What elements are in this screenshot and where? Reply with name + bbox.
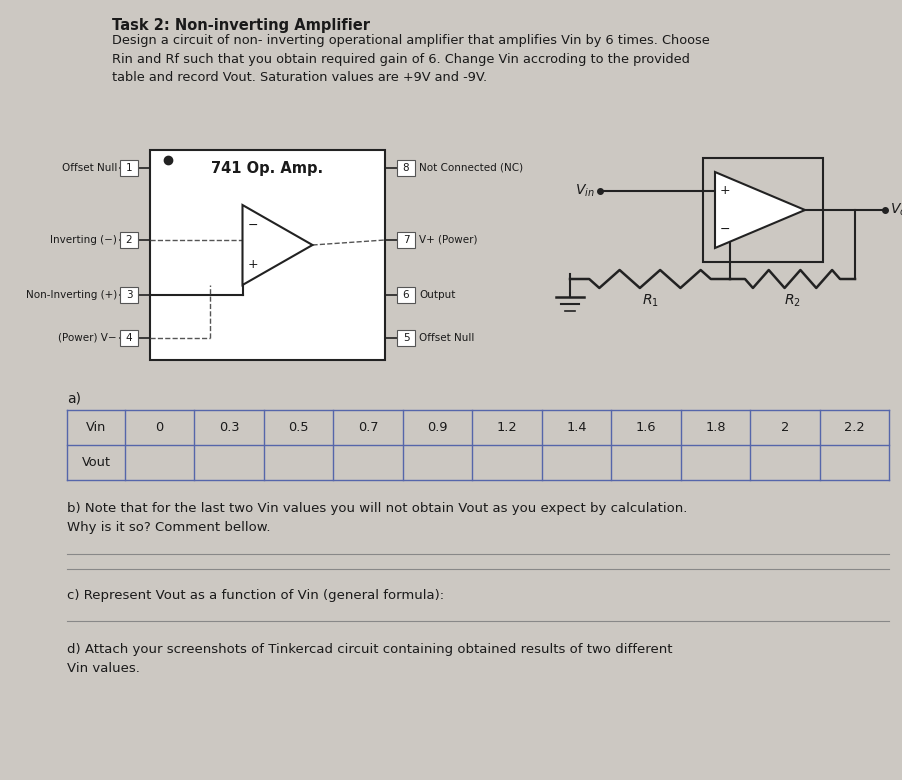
Text: Offset Null: Offset Null bbox=[61, 163, 117, 173]
Text: 6: 6 bbox=[402, 290, 410, 300]
Text: 0.5: 0.5 bbox=[289, 421, 308, 434]
Text: 3: 3 bbox=[125, 290, 133, 300]
Bar bbox=[150, 150, 385, 360]
Text: 0.3: 0.3 bbox=[219, 421, 239, 434]
Polygon shape bbox=[243, 205, 312, 285]
Text: −: − bbox=[247, 218, 258, 232]
Bar bbox=[120, 160, 138, 176]
Text: 2: 2 bbox=[781, 421, 789, 434]
Bar bbox=[120, 330, 138, 346]
Bar bbox=[120, 287, 138, 303]
Text: 0.7: 0.7 bbox=[358, 421, 378, 434]
Text: 0.9: 0.9 bbox=[428, 421, 447, 434]
Text: 1.2: 1.2 bbox=[497, 421, 518, 434]
Text: −: − bbox=[720, 222, 731, 236]
Bar bbox=[397, 232, 415, 248]
Text: 4: 4 bbox=[125, 333, 133, 343]
Text: Output: Output bbox=[419, 290, 456, 300]
Text: 741 Op. Amp.: 741 Op. Amp. bbox=[211, 161, 324, 176]
Text: 5: 5 bbox=[402, 333, 410, 343]
Text: a): a) bbox=[67, 392, 81, 406]
Text: d) Attach your screenshots of Tinkercad circuit containing obtained results of t: d) Attach your screenshots of Tinkercad … bbox=[67, 643, 673, 675]
Text: 1.6: 1.6 bbox=[636, 421, 656, 434]
Text: 1.4: 1.4 bbox=[566, 421, 586, 434]
Text: Task 2: Non-inverting Amplifier: Task 2: Non-inverting Amplifier bbox=[112, 18, 370, 33]
Text: Non-Inverting (+): Non-Inverting (+) bbox=[26, 290, 117, 300]
Bar bbox=[397, 287, 415, 303]
Text: 0: 0 bbox=[156, 421, 164, 434]
Text: 2.2: 2.2 bbox=[844, 421, 865, 434]
Text: 1.8: 1.8 bbox=[705, 421, 725, 434]
Text: $R_2$: $R_2$ bbox=[784, 293, 801, 310]
Bar bbox=[397, 330, 415, 346]
Bar bbox=[120, 232, 138, 248]
Text: $R_1$: $R_1$ bbox=[641, 293, 658, 310]
Text: 1: 1 bbox=[125, 163, 133, 173]
Text: c) Represent Vout as a function of Vin (general formula):: c) Represent Vout as a function of Vin (… bbox=[67, 589, 444, 602]
Text: b) Note that for the last two Vin values you will not obtain Vout as you expect : b) Note that for the last two Vin values… bbox=[67, 502, 687, 534]
Text: 2: 2 bbox=[125, 235, 133, 245]
Text: 7: 7 bbox=[402, 235, 410, 245]
Text: 8: 8 bbox=[402, 163, 410, 173]
Text: Vout: Vout bbox=[81, 456, 111, 469]
Text: Not Connected (NC): Not Connected (NC) bbox=[419, 163, 523, 173]
Bar bbox=[703, 158, 823, 262]
Text: $V_{out}$: $V_{out}$ bbox=[890, 202, 902, 218]
Text: Vin: Vin bbox=[86, 421, 106, 434]
Text: (Power) V−: (Power) V− bbox=[59, 333, 117, 343]
Text: $V_{in}$: $V_{in}$ bbox=[575, 183, 595, 199]
Text: Offset Null: Offset Null bbox=[419, 333, 474, 343]
Text: V+ (Power): V+ (Power) bbox=[419, 235, 477, 245]
Text: Design a circuit of non- inverting operational amplifier that amplifies Vin by 6: Design a circuit of non- inverting opera… bbox=[112, 34, 710, 84]
Text: +: + bbox=[720, 185, 731, 197]
Polygon shape bbox=[715, 172, 805, 248]
Bar bbox=[397, 160, 415, 176]
Text: +: + bbox=[247, 258, 258, 271]
Text: Inverting (−): Inverting (−) bbox=[51, 235, 117, 245]
